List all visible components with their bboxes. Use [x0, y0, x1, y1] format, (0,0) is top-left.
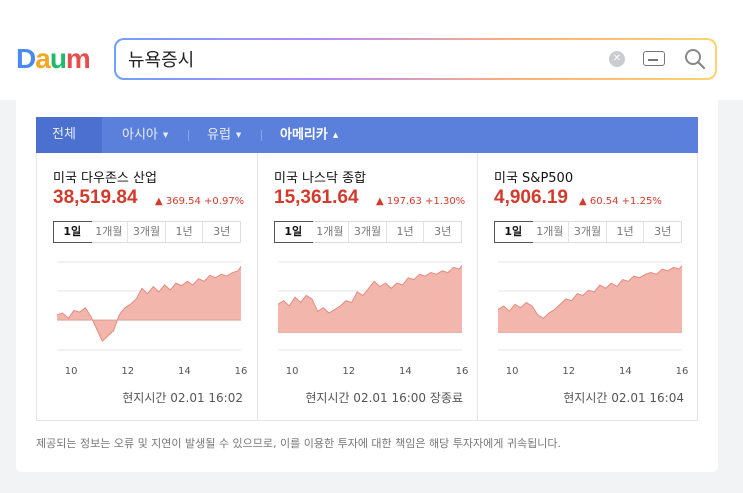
keyboard-icon[interactable] [643, 51, 665, 66]
period-tabs: 1일 1개월 3개월 1년 3년 [494, 221, 682, 243]
tab-all[interactable]: 전체 [36, 117, 102, 153]
tab-label: 아시아 [122, 127, 158, 143]
index-name: 미국 나스닥 종합 [274, 171, 366, 186]
period-tabs: 1일 1개월 3개월 1년 3년 [274, 221, 462, 243]
x-tick-label: 12 [121, 366, 134, 377]
search-icon[interactable] [683, 47, 707, 71]
intraday-chart: 10 12 14 16 [277, 261, 469, 377]
logo-letter: m [65, 43, 91, 74]
index-value: 38,519.84 [53, 187, 138, 208]
period-tab-1y[interactable]: 1년 [386, 222, 425, 242]
x-tick-label: 16 [676, 366, 689, 377]
period-tab-1d[interactable]: 1일 [53, 221, 92, 243]
period-tab-1d[interactable]: 1일 [494, 221, 533, 243]
x-tick-label: 14 [178, 366, 191, 377]
period-tab-3y[interactable]: 3년 [203, 222, 240, 242]
x-tick-label: 16 [456, 366, 469, 377]
period-tab-3m[interactable]: 3개월 [349, 222, 387, 242]
period-tab-1m[interactable]: 1개월 [90, 222, 129, 242]
x-tick-label: 16 [235, 366, 248, 377]
index-panel-dow[interactable]: 미국 다우존스 산업 38,519.84 ▲ 369.54 +0.97% 1일 … [37, 153, 257, 420]
tab-asia[interactable]: 아시아 ▼ [122, 117, 168, 153]
x-tick-label: 10 [506, 366, 519, 377]
period-tab-1y[interactable]: 1년 [165, 222, 204, 242]
index-name: 미국 다우존스 산업 [53, 171, 157, 186]
index-change: ▲ 197.63 +1.30% [376, 196, 466, 207]
tab-label: 전체 [52, 127, 76, 142]
tab-europe[interactable]: 유럽 ▼ [207, 117, 241, 153]
index-change: ▲ 369.54 +0.97% [155, 196, 245, 207]
tab-americas[interactable]: 아메리카 ▲ [280, 117, 338, 153]
index-panel-nasdaq[interactable]: 미국 나스닥 종합 15,361.64 ▲ 197.63 +1.30% 1일 1… [257, 153, 477, 420]
clear-icon[interactable]: ✕ [609, 51, 625, 67]
logo-letter: D [16, 43, 36, 74]
tab-divider [188, 130, 189, 141]
chevron-up-icon: ▲ [332, 131, 339, 139]
series-line [497, 265, 683, 319]
tab-label: 아메리카 [280, 127, 328, 143]
x-tick-label: 10 [65, 366, 78, 377]
index-change: ▲ 60.54 +1.25% [579, 196, 662, 207]
period-tab-3y[interactable]: 3년 [424, 222, 461, 242]
period-tab-1m[interactable]: 1개월 [311, 222, 350, 242]
x-tick-label: 12 [562, 366, 575, 377]
index-value: 4,906.19 [494, 187, 568, 208]
index-panels: 미국 다우존스 산업 38,519.84 ▲ 369.54 +0.97% 1일 … [36, 153, 698, 421]
series-line [277, 265, 463, 314]
x-tick-label: 12 [342, 366, 355, 377]
period-tab-3y[interactable]: 3년 [644, 222, 681, 242]
period-tabs: 1일 1개월 3개월 1년 3년 [53, 221, 241, 243]
tab-label: 유럽 [207, 127, 231, 143]
x-tick-label: 10 [286, 366, 299, 377]
period-tab-1y[interactable]: 1년 [606, 222, 645, 242]
search-box: ✕ [114, 38, 717, 80]
chevron-down-icon: ▼ [162, 131, 169, 139]
x-tick-label: 14 [619, 366, 632, 377]
chevron-down-icon: ▼ [235, 131, 242, 139]
search-input[interactable] [128, 48, 588, 70]
series-area [57, 266, 241, 342]
logo-letter: a [35, 43, 51, 74]
local-time: 현지시간 02.01 16:04 [563, 391, 684, 405]
local-time: 현지시간 02.01 16:02 [122, 391, 243, 405]
series-area [498, 265, 682, 333]
period-tab-1m[interactable]: 1개월 [531, 222, 570, 242]
logo-letter: u [49, 43, 67, 74]
region-tab-bar: 전체 아시아 ▼ 유럽 ▼ 아메리카 ▲ [36, 117, 698, 153]
local-time: 현지시간 02.01 16:00 장종료 [305, 391, 463, 405]
index-value: 15,361.64 [274, 187, 359, 208]
index-name: 미국 S&P500 [494, 171, 574, 186]
disclaimer-text: 제공되는 정보는 오류 및 지연이 발생될 수 있으므로, 이를 이용한 투자에… [36, 437, 561, 450]
period-tab-3m[interactable]: 3개월 [128, 222, 166, 242]
x-tick-label: 14 [399, 366, 412, 377]
series-area [278, 265, 462, 333]
period-tab-1d[interactable]: 1일 [274, 221, 313, 243]
series-line [56, 266, 242, 343]
period-tab-3m[interactable]: 3개월 [569, 222, 607, 242]
stock-index-card: 전체 아시아 ▼ 유럽 ▼ 아메리카 ▲ 미국 다우존스 산업 38,519.84 ▲… [16, 100, 718, 472]
tab-divider [261, 130, 262, 141]
intraday-chart: 10 12 14 16 [497, 261, 689, 377]
intraday-chart: 10 12 14 16 [56, 261, 248, 377]
index-panel-sp500[interactable]: 미국 S&P500 4,906.19 ▲ 60.54 +1.25% 1일 1개월… [477, 153, 698, 420]
